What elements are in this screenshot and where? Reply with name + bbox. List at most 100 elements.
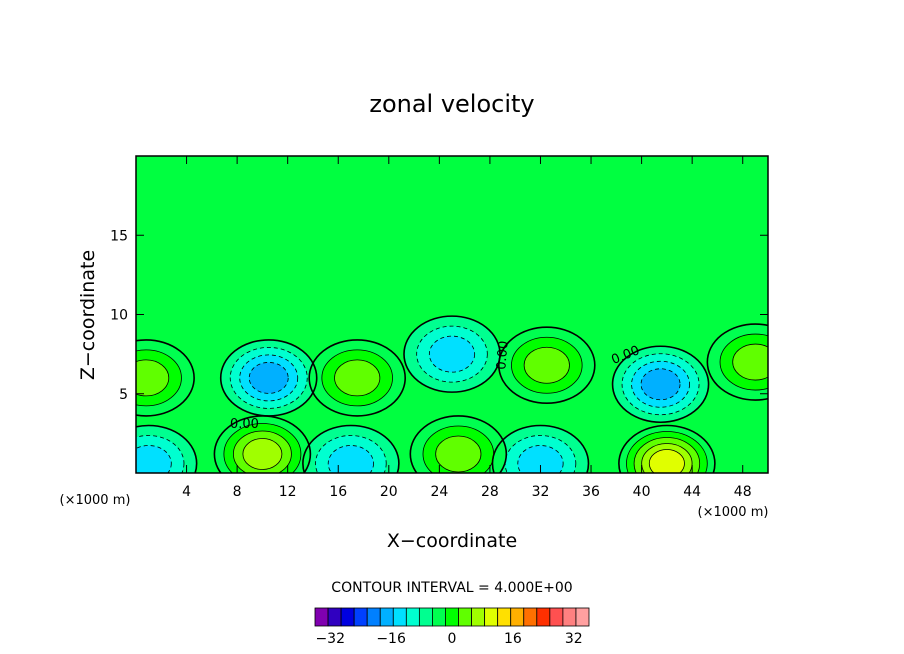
contour-line (302, 424, 400, 473)
contour-line (136, 339, 195, 417)
colorbar-tick-label: −32 (315, 631, 345, 647)
x-tick-label: 48 (734, 484, 752, 500)
colorbar-swatch (523, 607, 538, 627)
x-tick-label: 28 (481, 484, 499, 500)
contour-band (249, 362, 289, 394)
contour-line (213, 415, 312, 473)
contour-line (631, 360, 690, 408)
contour-band (242, 438, 282, 470)
contour-lines (136, 315, 768, 473)
colorbar-swatch (379, 607, 394, 627)
colorbar-swatch (471, 607, 486, 627)
colorbar-swatch (392, 607, 407, 627)
contour-line (640, 368, 681, 401)
contour-band (435, 435, 481, 472)
x-axis: 4 8 12 16 20 24 28 32 36 40 44 48 (182, 156, 752, 500)
colorbar-swatch (575, 607, 590, 627)
contour-line (136, 445, 172, 473)
x-axis-label: X−coordinate (387, 530, 517, 552)
contour-band (328, 445, 374, 473)
colorbar-swatch (562, 607, 577, 627)
colorbar-swatch (353, 607, 368, 627)
x-tick-label: 32 (532, 484, 550, 500)
contour-interval-label: CONTOUR INTERVAL = 4.000E+00 (331, 580, 572, 596)
chart-title: zonal velocity (369, 90, 534, 118)
contour-line (308, 339, 407, 417)
contour-line (517, 445, 564, 473)
x-tick-label: 24 (430, 484, 448, 500)
contour-line (621, 353, 700, 416)
contour-band (649, 449, 685, 473)
colorbar-tick-label: 16 (504, 631, 522, 647)
x-tick-label: 4 (182, 484, 191, 500)
contour-line (618, 424, 716, 473)
contour-line (136, 349, 182, 407)
contour-line (233, 430, 292, 473)
contour-line (435, 435, 482, 473)
colorbar-swatch (536, 607, 551, 627)
contour-line (239, 354, 299, 402)
contour-line (641, 443, 693, 473)
x-unit-left: (×1000 m) (60, 493, 131, 508)
colorbar-swatch (549, 607, 564, 627)
x-tick-label: 8 (233, 484, 242, 500)
x-unit-right: (×1000 m) (698, 505, 769, 520)
contour-line (497, 326, 596, 405)
y-tick-label: 10 (110, 308, 128, 324)
x-tick-label: 20 (380, 484, 398, 500)
x-tick-label: 16 (329, 484, 347, 500)
contour-line (491, 424, 590, 473)
contour-line (315, 435, 387, 473)
contour-line (321, 349, 393, 407)
contour-line (229, 346, 308, 409)
contour-line (136, 424, 198, 473)
colorbar-tick-label: −16 (376, 631, 406, 647)
colorbar-swatch (445, 607, 459, 627)
contour-line (719, 333, 768, 391)
contour-line (242, 438, 283, 470)
colorbar-swatch (484, 607, 499, 627)
contour-band (641, 368, 681, 400)
contour-band (429, 336, 475, 373)
x-tick-label: 36 (582, 484, 600, 500)
colorbar-tick-label: 32 (565, 631, 583, 647)
contour-line (611, 345, 710, 424)
colorbar-tick-label: 0 (448, 631, 457, 647)
y-tick-label: 5 (119, 387, 128, 403)
contour-band (334, 359, 380, 396)
contour-line (633, 437, 701, 473)
plot-area: 0.00 0.00 0.00 (135, 155, 769, 474)
contour-line (523, 346, 570, 384)
zero-contour-label: 0.00 (494, 340, 511, 370)
y-axis-label: Z−coordinate (77, 250, 99, 380)
contour-band (136, 359, 169, 396)
contour-line (334, 359, 381, 397)
contour-line (732, 343, 768, 381)
x-tick-label: 12 (279, 484, 297, 500)
colorbar-swatch (432, 607, 446, 627)
contour-line (416, 325, 488, 383)
contour-line (409, 415, 508, 473)
colorbar-swatch (366, 607, 381, 627)
contour-band (136, 445, 172, 473)
contour-line (327, 445, 374, 473)
contour-line (422, 425, 495, 473)
y-axis: 5 10 15 (110, 228, 768, 403)
zero-contour-label: 0.00 (230, 417, 259, 432)
colorbar-swatch (314, 607, 329, 627)
contour-band (517, 445, 564, 473)
contour-line (223, 423, 302, 473)
contour-line (648, 449, 685, 473)
contour-line (248, 361, 289, 394)
colorbar-swatch (458, 607, 472, 627)
colorbar: −32 −16 0 16 32 (314, 607, 590, 647)
x-tick-label: 44 (683, 484, 701, 500)
colorbar-swatch (327, 607, 342, 627)
contour-line (511, 336, 583, 394)
colorbar-swatch (510, 607, 525, 627)
contour-line (706, 323, 768, 401)
colorbar-swatch (418, 607, 433, 627)
contour-line (136, 435, 185, 473)
colorbar-swatch (405, 607, 420, 627)
